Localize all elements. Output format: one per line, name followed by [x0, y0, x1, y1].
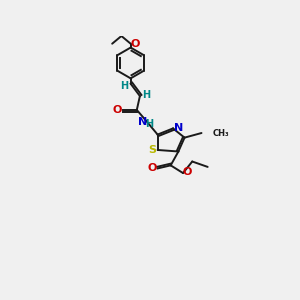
Text: H: H [142, 89, 150, 100]
Text: O: O [148, 164, 157, 173]
Text: N: N [174, 123, 183, 134]
Text: N: N [138, 117, 147, 127]
Text: O: O [183, 167, 192, 176]
Text: S: S [148, 145, 156, 155]
Text: O: O [113, 105, 122, 115]
Text: H: H [145, 119, 153, 129]
Text: CH₃: CH₃ [212, 128, 229, 137]
Text: O: O [130, 40, 140, 50]
Text: H: H [120, 81, 129, 91]
